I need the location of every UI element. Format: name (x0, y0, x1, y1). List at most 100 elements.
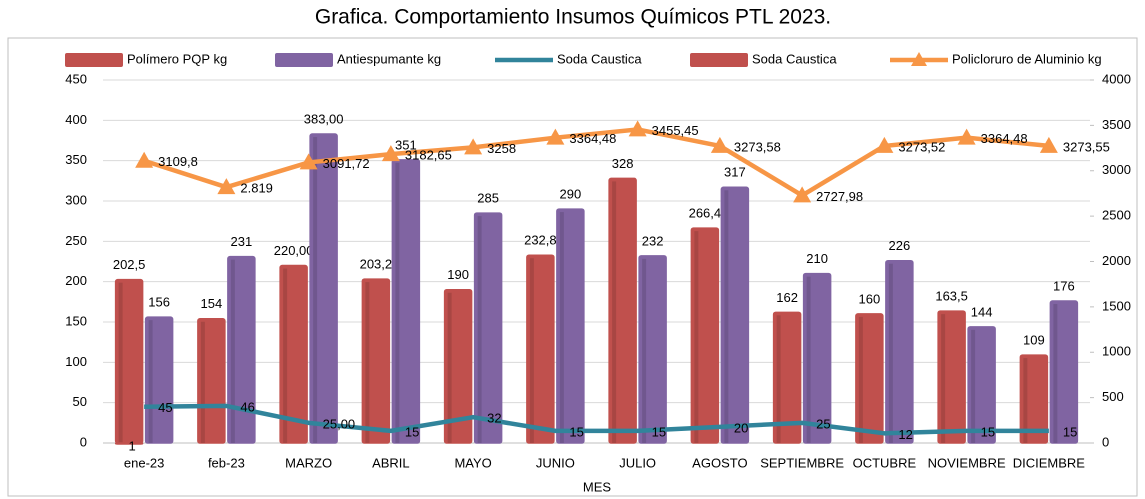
x-tick-label: ene-23 (124, 455, 164, 470)
data-label: 290 (560, 187, 582, 202)
y2-tick-label: 1000 (1102, 344, 1131, 359)
data-label: 15 (652, 424, 666, 439)
y-tick-label: 150 (65, 313, 87, 328)
bar-shade (806, 276, 811, 443)
data-label: 3091,72 (323, 156, 370, 171)
bar (608, 177, 637, 444)
bar-shade (888, 263, 893, 443)
bar-shade (477, 216, 482, 443)
data-label: 328 (612, 156, 634, 171)
marker (875, 136, 894, 153)
data-label: 3455,45 (652, 123, 699, 138)
y2-tick-label: 3000 (1102, 162, 1131, 177)
x-axis-title: MES (583, 479, 612, 494)
data-label: 190 (447, 267, 469, 282)
line (144, 403, 1049, 436)
y-tick-label: 300 (65, 192, 87, 207)
data-label: 351 (395, 137, 417, 152)
bar-shade (283, 268, 288, 443)
data-label: 285 (477, 191, 499, 206)
legend-label: Polímero PQP kg (127, 51, 227, 66)
data-label: 15 (1063, 424, 1077, 439)
bar (114, 442, 144, 445)
data-label: 203,2 (360, 257, 393, 272)
y-tick-label: 50 (73, 394, 87, 409)
y2-tick-label: 2000 (1102, 253, 1131, 268)
marker (628, 120, 647, 137)
legend-label: Antiespumante kg (337, 51, 441, 66)
x-tick-label: OCTUBRE (853, 455, 917, 470)
bar (720, 186, 750, 444)
data-label: 163,5 (935, 289, 968, 304)
bar (144, 316, 174, 444)
legend-swatch (275, 53, 333, 67)
bar-shade (559, 212, 564, 443)
data-label: 3273,55 (1063, 139, 1110, 154)
y-tick-label: 400 (65, 112, 87, 127)
bar (526, 254, 555, 444)
bar-shade (148, 320, 153, 443)
bar-shade (776, 315, 781, 443)
bar-shade (612, 181, 617, 443)
bar (391, 159, 421, 444)
x-tick-label: JUNIO (536, 455, 575, 470)
legend-label: Soda Caustica (752, 51, 837, 66)
data-label: 162 (776, 290, 798, 305)
x-tick-label: MAYO (454, 455, 491, 470)
data-label: 2727,98 (816, 189, 863, 204)
data-label: 15 (569, 424, 583, 439)
bar-shade (313, 137, 318, 443)
data-label: 3258 (487, 141, 516, 156)
x-tick-label: NOVIEMBRE (928, 455, 1006, 470)
chart-title: Grafica. Comportamiento Insumos Químicos… (315, 6, 831, 29)
data-label: 226 (889, 238, 911, 253)
bar (690, 227, 720, 444)
data-label: 232,8 (524, 233, 557, 248)
bar-shade (971, 329, 976, 443)
data-label: 3273,52 (898, 139, 945, 154)
marker (546, 128, 565, 145)
x-tick-label: feb-23 (208, 455, 245, 470)
data-label: 2.819 (240, 181, 273, 196)
bar (885, 259, 914, 444)
bar-shade (447, 292, 452, 443)
bar-shade (724, 190, 729, 443)
y-tick-label: 200 (65, 273, 87, 288)
data-label: 3182,65 (405, 148, 452, 163)
x-tick-label: AGOSTO (692, 455, 747, 470)
marker (710, 136, 729, 153)
bar (937, 310, 966, 444)
bar (227, 255, 256, 444)
marker (299, 153, 318, 170)
data-label: 317 (724, 165, 746, 180)
legend-marker (911, 52, 927, 66)
data-label: 20 (734, 420, 748, 435)
bar (309, 133, 338, 444)
bar-shade (694, 231, 699, 443)
legend-label: Soda Caustica (557, 51, 642, 66)
y-tick-label: 250 (65, 233, 87, 248)
bar (361, 278, 391, 444)
data-label: 12 (898, 427, 912, 442)
y2-tick-label: 4000 (1102, 71, 1131, 86)
y-tick-label: 100 (65, 354, 87, 369)
bar-shade (200, 321, 205, 443)
data-label: 25 (816, 416, 830, 431)
data-label: 154 (201, 296, 223, 311)
data-label: 3364,48 (981, 131, 1028, 146)
bar (638, 255, 667, 444)
data-label: 210 (806, 251, 828, 266)
data-label: 109 (1023, 333, 1045, 348)
bar (1019, 354, 1049, 444)
data-label: 176 (1053, 278, 1075, 293)
bar-shade (118, 282, 123, 443)
marker (1039, 136, 1058, 153)
data-label: 266,4 (689, 206, 722, 221)
data-label: 1 (129, 438, 136, 453)
marker (793, 186, 812, 203)
bar (443, 288, 473, 444)
legend-swatch (65, 53, 123, 67)
line (143, 127, 1050, 198)
bar-shade (941, 314, 946, 443)
bar-shade (230, 259, 235, 443)
